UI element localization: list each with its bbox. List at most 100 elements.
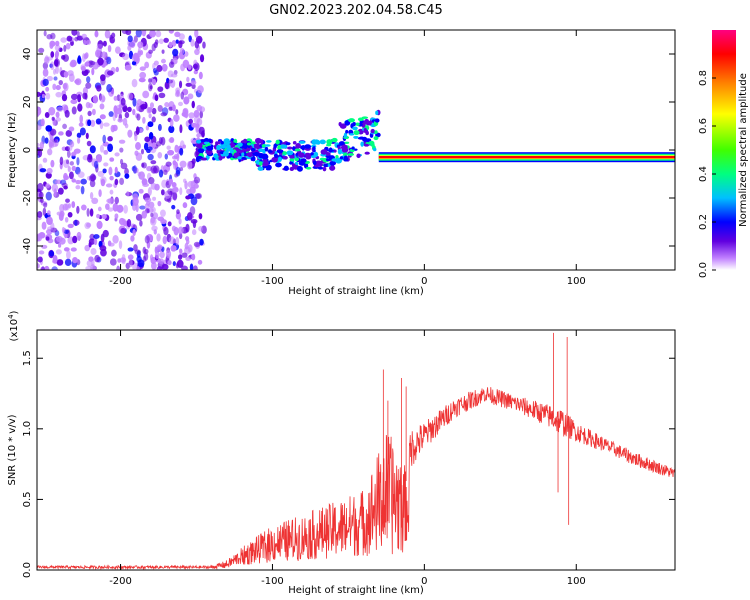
noise-blob: [179, 124, 183, 134]
colorbar-tick-label: 0.0: [698, 262, 709, 278]
turbulence-blob: [261, 143, 267, 148]
spec-ytick-label: 0: [22, 147, 33, 153]
noise-blob: [103, 162, 109, 167]
noise-blob: [111, 249, 117, 257]
turbulence-blob: [292, 146, 296, 151]
noise-blob: [93, 238, 98, 246]
noise-blob: [168, 236, 175, 245]
noise-blob: [90, 119, 96, 128]
noise-blob: [175, 237, 180, 246]
noise-blob: [91, 258, 95, 267]
noise-blob: [47, 210, 51, 216]
noise-blob: [136, 102, 140, 111]
turbulence-blob: [305, 153, 312, 160]
noise-blob: [43, 56, 50, 65]
noise-blob: [66, 149, 71, 158]
noise-blob: [141, 178, 148, 186]
noise-blob: [149, 254, 154, 261]
turbulence-blob: [283, 165, 289, 171]
noise-blob: [197, 37, 202, 44]
noise-blob: [96, 43, 104, 50]
noise-blob: [60, 37, 67, 43]
noise-blob: [191, 158, 196, 165]
turbulence-blob: [329, 165, 336, 171]
turbulence-blob: [352, 122, 356, 127]
noise-blob: [85, 82, 92, 89]
noise-blob: [137, 41, 144, 49]
turbulence-blob: [285, 142, 291, 146]
noise-blob: [42, 68, 49, 77]
noise-blob: [70, 93, 78, 100]
noise-blob: [99, 245, 107, 252]
noise-blob: [161, 49, 165, 54]
spectrogram-marks: [37, 30, 675, 270]
noise-blob: [135, 213, 143, 221]
noise-blob: [87, 119, 92, 127]
turbulence-blob: [253, 143, 259, 149]
noise-blob: [72, 235, 78, 244]
noise-blob: [160, 209, 166, 217]
turbulence-blob: [266, 140, 272, 143]
turbulence-blob: [368, 140, 375, 146]
noise-blob: [200, 130, 205, 138]
noise-blob: [95, 49, 101, 58]
noise-blob: [191, 100, 195, 109]
noise-blob: [187, 93, 194, 100]
noise-blob: [197, 85, 204, 94]
noise-blob: [175, 39, 179, 44]
noise-blob: [81, 204, 87, 211]
spectrogram-ylabel: Frequency (Hz): [7, 112, 18, 188]
noise-blob: [44, 137, 49, 144]
turbulence-blob: [320, 149, 328, 155]
turbulence-blob: [304, 144, 312, 149]
noise-blob: [198, 213, 203, 220]
noise-blob: [163, 226, 169, 236]
noise-blob: [139, 220, 143, 227]
noise-blob: [71, 30, 78, 36]
noise-blob: [54, 44, 61, 52]
noise-blob: [78, 122, 84, 127]
noise-blob: [156, 244, 163, 250]
turbulence-blob: [264, 146, 269, 152]
turbulence-blob: [289, 166, 295, 171]
noise-blob: [190, 180, 196, 188]
noise-blob: [178, 232, 183, 240]
snr-ylabel: SNR (10 * v/v): [7, 414, 18, 485]
noise-blob: [126, 218, 132, 228]
noise-blob: [186, 188, 192, 195]
noise-blob: [173, 226, 179, 236]
noise-blob: [61, 104, 69, 111]
noise-blob: [108, 111, 114, 117]
noise-blob: [160, 112, 168, 117]
turbulence-blob: [200, 157, 208, 161]
noise-blob: [68, 126, 75, 132]
noise-blob: [71, 151, 77, 156]
noise-blob: [189, 263, 194, 270]
noise-blob: [161, 63, 168, 72]
noise-blob: [150, 216, 155, 224]
noise-blob: [94, 254, 101, 263]
noise-blob: [136, 266, 141, 270]
turbulence-blob: [344, 120, 351, 126]
noise-blob: [157, 105, 163, 113]
noise-blob: [67, 166, 71, 173]
turbulence-blob: [291, 163, 296, 168]
turbulence-blob: [333, 149, 337, 153]
noise-blob: [58, 131, 64, 136]
noise-blob: [90, 248, 97, 255]
noise-blob: [127, 247, 134, 252]
noise-blob: [191, 139, 198, 144]
noise-blob: [109, 157, 115, 162]
noise-blob: [135, 126, 140, 135]
turbulence-blob: [219, 144, 227, 149]
noise-blob: [126, 190, 130, 197]
noise-blob: [102, 229, 109, 238]
turbulence-blob: [297, 152, 305, 158]
noise-blob: [163, 37, 169, 43]
noise-blob: [122, 105, 128, 113]
turbulence-blob: [305, 166, 312, 170]
noise-blob: [58, 243, 62, 248]
turbulence-blob: [357, 137, 365, 140]
noise-blob: [41, 93, 46, 99]
